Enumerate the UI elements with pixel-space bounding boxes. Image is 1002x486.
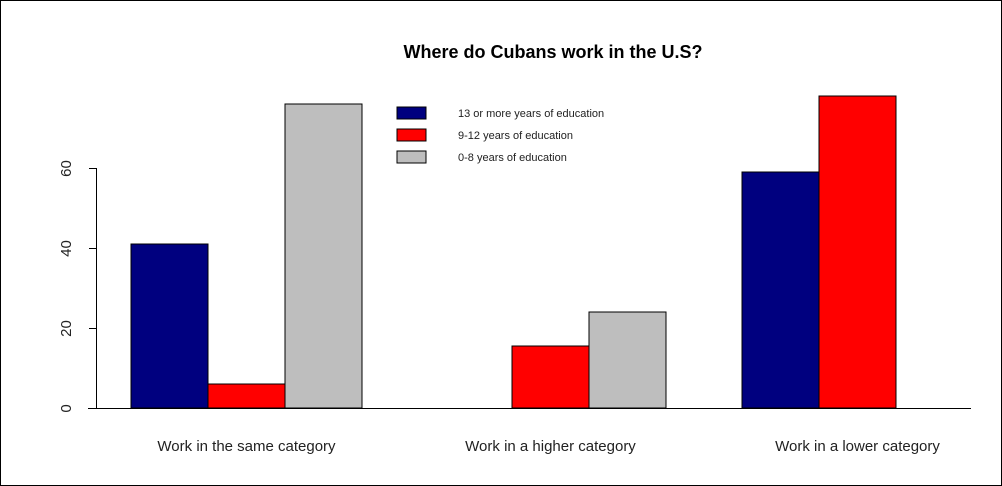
bar-1-1 [130,243,209,409]
legend: 13 or more years of education 9-12 years … [396,106,604,164]
category-label-3: Work in a lower category [775,438,940,455]
bars-group [130,95,897,409]
legend-swatch-1 [396,106,427,120]
legend-swatch-3 [396,150,427,164]
y-tick-label-40: 40 [58,240,75,257]
legend-label-1: 13 or more years of education [458,108,604,120]
bar-2-1 [207,383,286,409]
bar-2-2 [511,345,590,409]
bar-3-1 [284,103,363,409]
x-axis: Work in the same category Work in a highe… [88,408,971,455]
y-axis: 0 20 40 60 [58,160,97,413]
bar-1-3 [741,171,820,409]
legend-label-2: 9-12 years of education [458,130,573,142]
category-label-2: Work in a higher category [465,438,636,455]
y-tick-label-0: 0 [58,404,75,412]
y-tick-label-20: 20 [58,320,75,337]
legend-label-3: 0-8 years of education [458,152,567,164]
category-label-1: Work in the same category [157,438,336,455]
bar-2-3 [818,95,897,409]
y-tick-label-60: 60 [58,160,75,177]
bar-3-2 [588,311,667,409]
chart-title: Where do Cubans work in the U.S? [403,42,702,62]
legend-swatch-2 [396,128,427,142]
